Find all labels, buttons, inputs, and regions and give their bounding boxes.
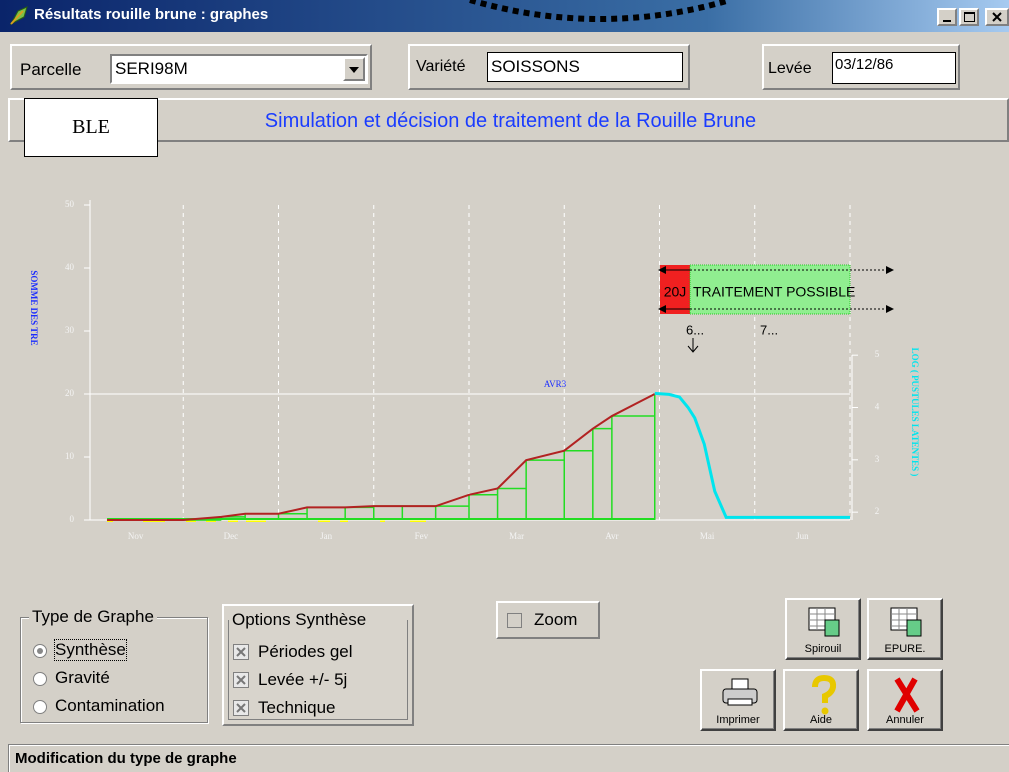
group-frame <box>228 620 408 720</box>
y-axis-label: SOMME DES TRE <box>29 270 39 345</box>
aide-button[interactable]: Aide <box>783 669 859 731</box>
zoom-label[interactable]: Zoom <box>534 610 578 629</box>
epure-button[interactable]: EPURE. <box>867 598 943 660</box>
button-icon <box>722 678 758 706</box>
treatment-label: TRAITEMENT POSSIBLE <box>693 284 855 300</box>
variete-label: Variété <box>416 58 466 75</box>
annuler-button[interactable]: Annuler <box>867 669 943 731</box>
y2-tick-label: 5 <box>875 349 880 359</box>
series-line <box>654 391 850 519</box>
parcelle-combo[interactable]: SERI98M <box>110 54 368 84</box>
y2-tick-label: 4 <box>875 402 880 412</box>
button-label: Imprimer <box>716 714 760 726</box>
banner: Simulation et décision de traitement de … <box>8 98 1009 142</box>
parcelle-panel: Parcelle SERI98M <box>10 44 372 90</box>
banner-title: Simulation et décision de traitement de … <box>264 110 757 132</box>
chart: 0 10 20 30 40 50 SOMME DES TRE 2 3 4 5 LOG ( PUSTUL… <box>29 199 920 541</box>
button-icon <box>808 607 840 637</box>
button-label: Aide <box>809 714 833 726</box>
minimize-button[interactable] <box>937 8 957 26</box>
parcelle-value: SERI98M <box>115 59 188 78</box>
crop-label: BLE <box>24 98 158 157</box>
down-arrow <box>687 338 699 353</box>
treatment-mark: 6... <box>686 322 704 337</box>
checkbox-label[interactable]: Périodes gel <box>258 642 353 661</box>
delay-label: 20J <box>664 284 687 300</box>
treatment-box <box>689 264 851 315</box>
title-bar: Résultats rouille brune : graphes <box>0 0 1009 32</box>
treatment-mark: 7... <box>760 322 778 337</box>
x-tick-label: Dec <box>224 531 239 541</box>
x-tick-label: Avr <box>605 531 618 541</box>
radio[interactable] <box>33 700 47 714</box>
y-tick-label: 20 <box>65 388 75 398</box>
checkbox-label[interactable]: Technique <box>258 698 336 717</box>
button-label: Spirouil <box>804 643 842 655</box>
imprimer-button[interactable]: Imprimer <box>700 669 776 731</box>
app-icon <box>9 6 28 26</box>
spirouil-button[interactable]: Spirouil <box>785 598 861 660</box>
levee-label: Levée <box>768 60 812 77</box>
y2-tick-label: 3 <box>875 454 880 464</box>
y-tick-label: 40 <box>65 262 75 272</box>
threshold-label: AVR3 <box>544 379 567 389</box>
button-label: EPURE. <box>884 643 926 655</box>
x-tick-label: Mar <box>509 531 524 541</box>
x-tick-label: Fev <box>415 531 429 541</box>
levee-input[interactable]: 03/12/86 <box>832 52 956 84</box>
combo-arrow[interactable] <box>343 57 365 81</box>
maximize-button[interactable] <box>959 8 979 26</box>
checkbox[interactable] <box>233 672 249 688</box>
checkbox[interactable] <box>233 700 249 716</box>
y-tick-label: 30 <box>65 325 75 335</box>
close-button[interactable] <box>985 8 1009 26</box>
variete-input[interactable]: SOISSONS <box>487 52 683 82</box>
type-graphe-group: Type de Graphe Synthèse Gravité Contamin… <box>20 607 208 723</box>
radio[interactable] <box>33 672 47 686</box>
decoration-arc <box>469 0 731 22</box>
zoom-checkbox[interactable] <box>507 613 522 628</box>
levee-panel: Levée 03/12/86 <box>762 44 960 90</box>
radio-label[interactable]: Contamination <box>55 696 165 715</box>
window-title: Résultats rouille brune : graphes <box>34 6 269 23</box>
status-bar: Modification du type de graphe <box>8 744 1009 772</box>
zoom-toggle[interactable]: Zoom <box>496 601 600 639</box>
x-tick-label: Mai <box>700 531 715 541</box>
group-title: Options Synthèse <box>232 610 367 629</box>
radio-label[interactable]: Synthèse <box>54 639 127 661</box>
y-tick-label: 0 <box>70 514 75 524</box>
levee-value: 03/12/86 <box>835 56 894 73</box>
x-tick-label: Nov <box>128 531 144 541</box>
button-icon <box>812 675 837 715</box>
parcelle-label: Parcelle <box>20 60 82 79</box>
x-tick-label: Jan <box>320 531 332 541</box>
group-title: Type de Graphe <box>29 607 157 627</box>
options-synthese-panel: Options Synthèse Périodes gel Levée +/- … <box>222 604 414 726</box>
button-icon <box>890 607 922 637</box>
y-tick-label: 50 <box>65 199 75 209</box>
variete-value: SOISSONS <box>491 57 580 76</box>
status-text: Modification du type de graphe <box>15 750 237 767</box>
radio[interactable] <box>33 644 47 658</box>
checkbox-label[interactable]: Levée +/- 5j <box>258 670 348 689</box>
x-tick-label: Jun <box>796 531 809 541</box>
checkbox[interactable] <box>233 644 249 660</box>
variete-panel: Variété SOISSONS <box>408 44 690 90</box>
y2-tick-label: 2 <box>875 506 880 516</box>
radio-label[interactable]: Gravité <box>55 668 110 687</box>
button-label: Annuler <box>886 714 924 726</box>
series-line <box>107 393 656 521</box>
button-icon <box>894 677 920 713</box>
y2-axis-label: LOG ( PUSTULES LATENTES ) <box>910 348 920 477</box>
y-tick-label: 10 <box>65 451 75 461</box>
